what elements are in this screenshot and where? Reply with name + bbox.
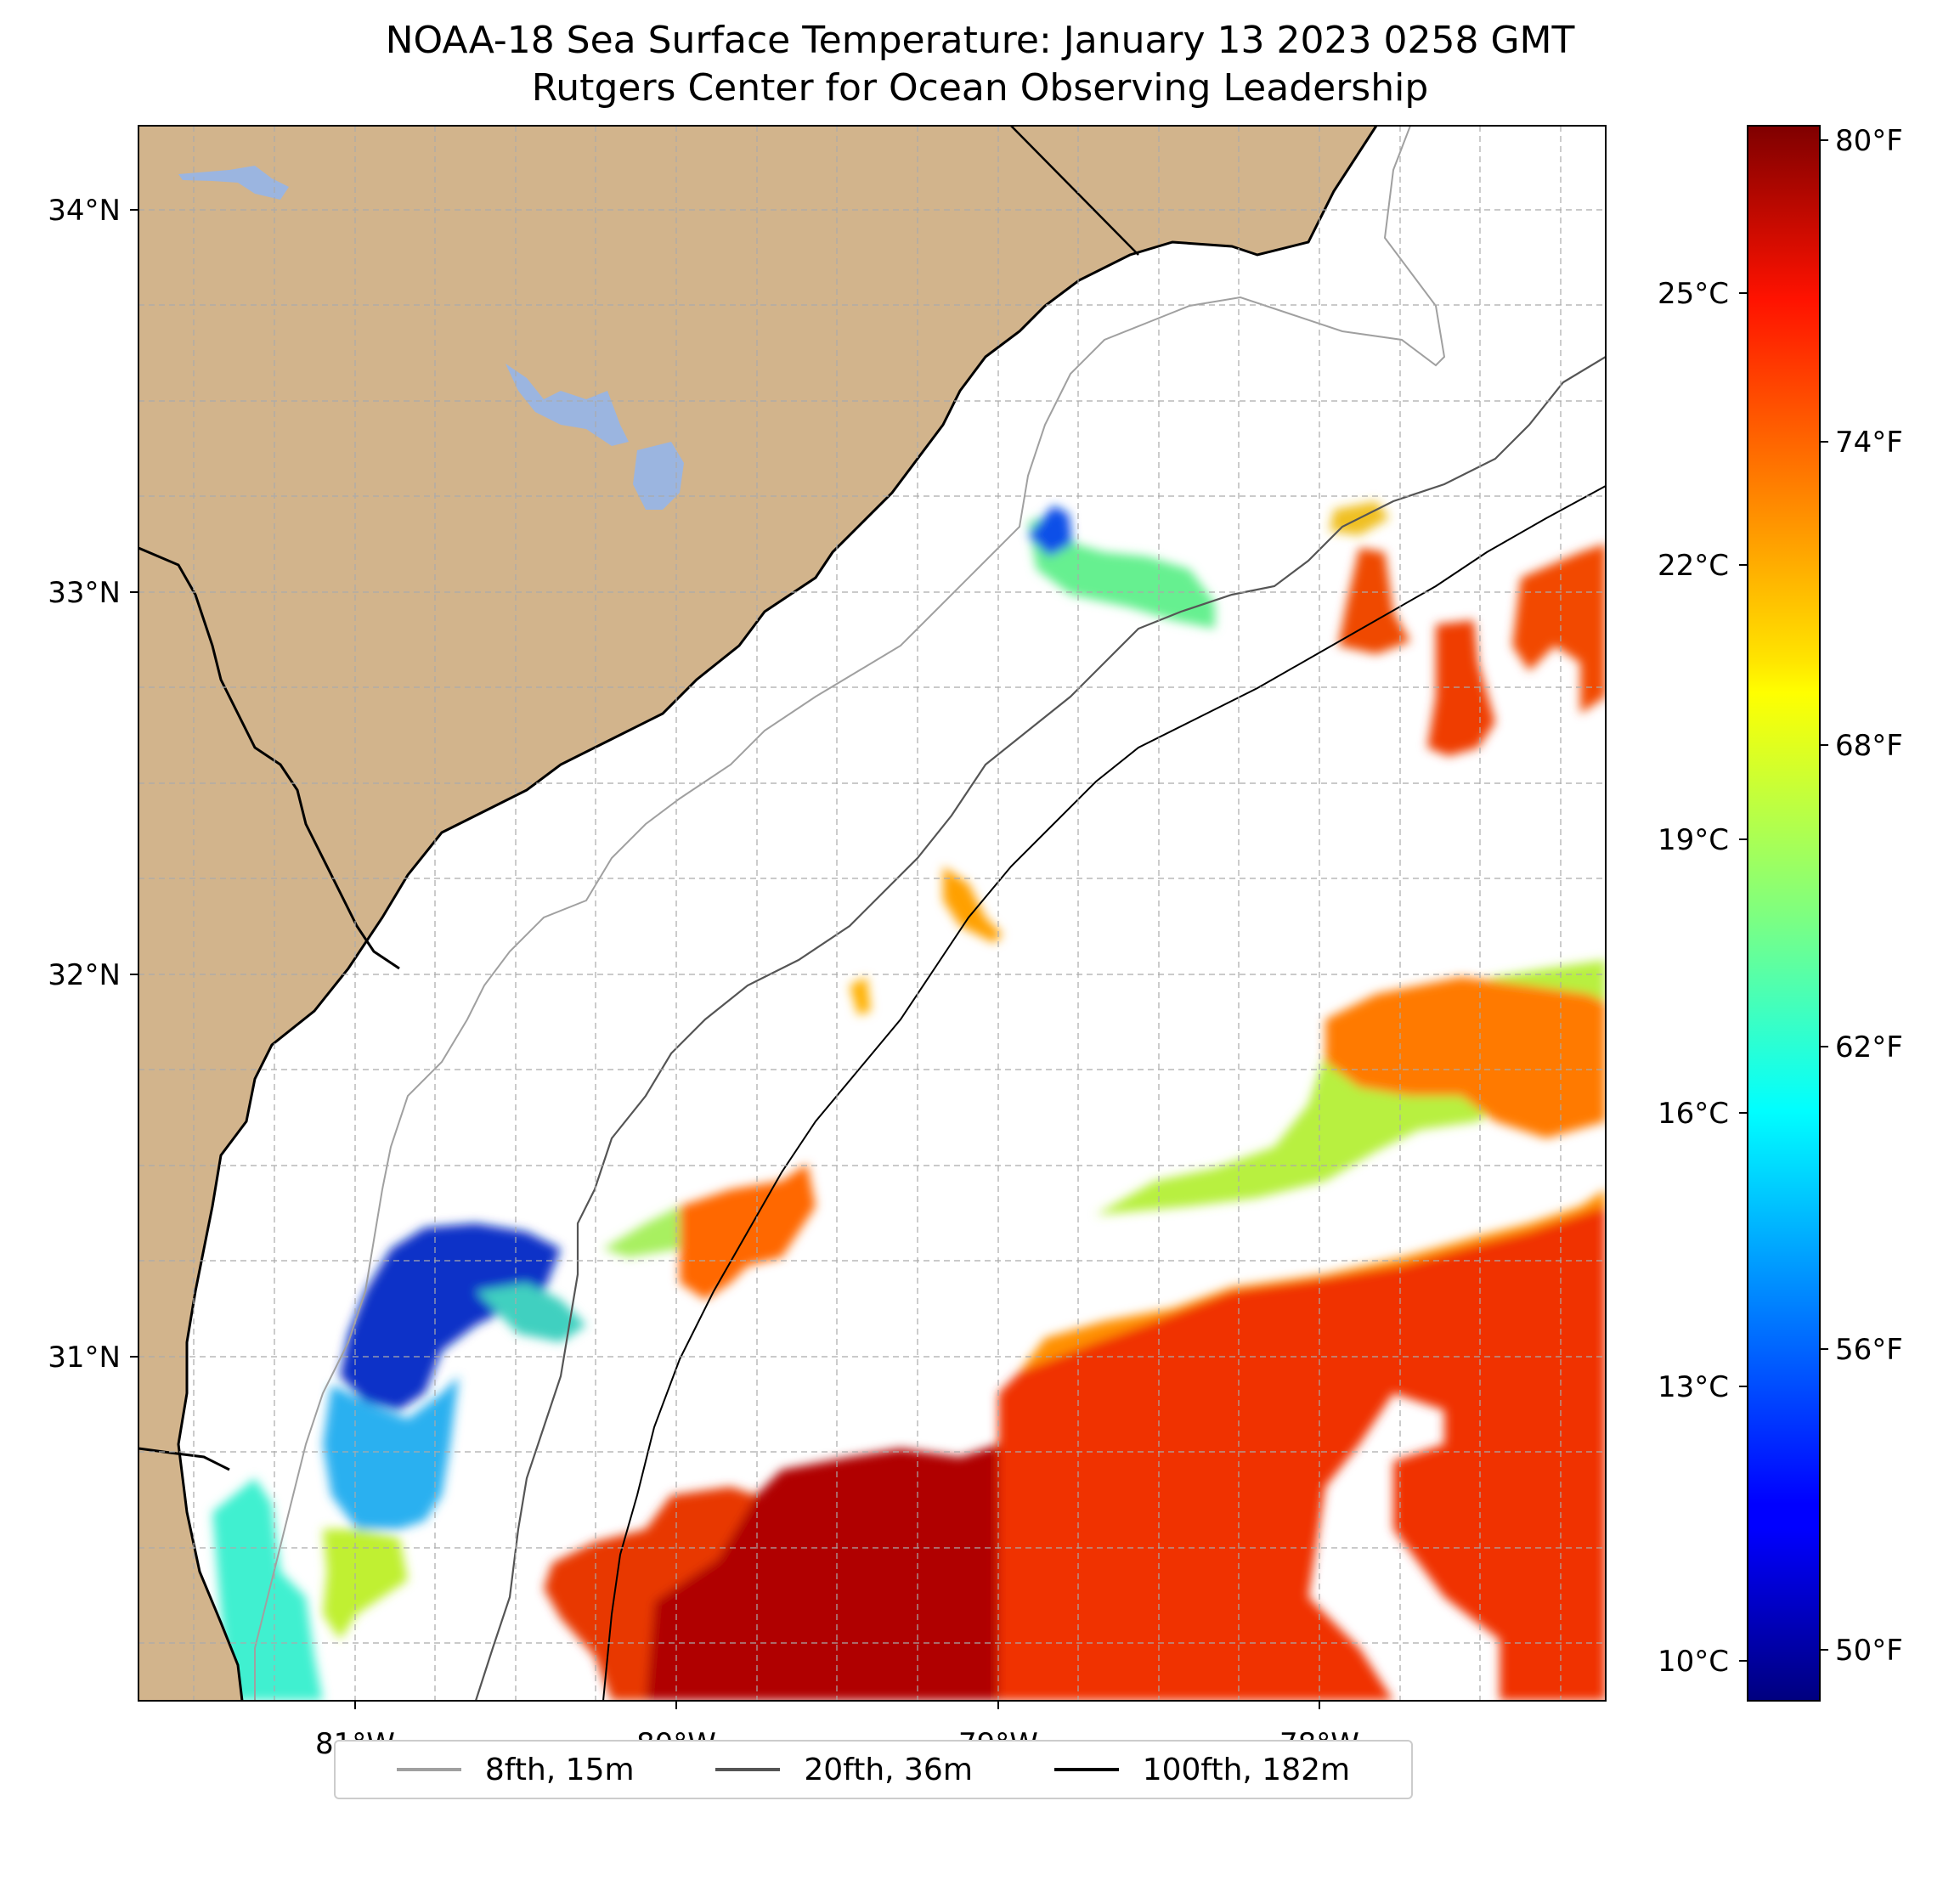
legend-line-100fth <box>1053 1768 1119 1771</box>
sst-patch-charleston <box>1028 510 1215 629</box>
legend-label-100fth: 100fth, 182m <box>1142 1752 1351 1787</box>
colorbar-f-tick-80: 80°F <box>1835 124 1903 158</box>
sst-patch-warm-west <box>544 1487 756 1701</box>
colorbar-c-tick-25: 25°C <box>1658 277 1729 311</box>
sst-field <box>212 501 1606 1701</box>
y-tick-34n: 34°N <box>48 194 121 228</box>
isobath-20fth <box>474 356 1606 1701</box>
isobath-8fth <box>254 126 1446 1701</box>
legend-label-20fth: 20fth, 36m <box>804 1752 973 1787</box>
colorbar-f-tick-56: 56°F <box>1835 1333 1903 1367</box>
land <box>138 126 1376 1701</box>
axis-ticks <box>130 139 1828 1709</box>
map-frame <box>138 125 1607 1702</box>
lake-north <box>178 166 289 200</box>
sst-patch-charleston-cold <box>1028 505 1072 556</box>
sst-patch-georgia-cold <box>340 1223 561 1410</box>
colorbar-c-tick-16: 16°C <box>1658 1097 1729 1131</box>
colorbar-f-tick-74: 74°F <box>1835 426 1903 460</box>
legend-line-20fth <box>715 1768 781 1771</box>
colorbar-c-tick-22: 22°C <box>1658 549 1729 583</box>
colorbar-f-ticks <box>1820 139 1828 1651</box>
y-tick-33n: 33°N <box>48 576 121 610</box>
colorbar-c-tick-10: 10°C <box>1658 1645 1729 1679</box>
y-tick-31n: 31°N <box>48 1341 121 1375</box>
legend-line-8fth <box>396 1768 461 1771</box>
sst-patch-nearshore <box>212 1478 323 1701</box>
lake-moultrie <box>633 442 684 510</box>
y-tick-32n: 32°N <box>48 958 121 992</box>
colorbar <box>1747 125 1821 1702</box>
sst-patch-offshore-orange <box>1325 977 1606 1138</box>
sst-patch-georgia-yellow <box>323 1529 408 1640</box>
sst-patch-georgia-teal <box>476 1283 586 1342</box>
colorbar-f-tick-62: 62°F <box>1835 1030 1903 1064</box>
sst-patch-east-small <box>1338 548 1410 654</box>
sst-patch-east-mid <box>1427 620 1495 756</box>
chart-subtitle: Rutgers Center for Ocean Observing Leade… <box>531 66 1429 110</box>
legend-label-8fth: 8fth, 15m <box>484 1752 635 1787</box>
colorbar-f-tick-68: 68°F <box>1835 729 1903 763</box>
legend-item-8fth: 8fth, 15m <box>396 1752 635 1787</box>
sst-patch-core <box>646 1444 998 1701</box>
isobath-legend: 8fth, 15m 20fth, 36m 100fth, 182m <box>334 1740 1413 1799</box>
colorbar-f-tick-50: 50°F <box>1835 1634 1903 1668</box>
sst-patch-31-9 <box>850 977 871 1015</box>
legend-item-100fth: 100fth, 182m <box>1053 1752 1351 1787</box>
sst-patch-warm-main <box>998 1198 1606 1701</box>
state-border-sc-ga <box>138 546 400 970</box>
legend-item-20fth: 20fth, 36m <box>715 1753 973 1787</box>
sst-patch-shelfedge-green <box>603 1206 680 1257</box>
state-border-nc-sc <box>1010 126 1139 256</box>
isobath-100fth <box>602 485 1606 1701</box>
chart-title: NOAA-18 Sea Surface Temperature: January… <box>385 19 1575 62</box>
colorbar-c-tick-19: 19°C <box>1658 823 1729 857</box>
colorbar-c-ticks <box>1739 292 1748 1662</box>
sst-patch-east-upper <box>1512 544 1606 714</box>
colorbar-c-tick-13: 13°C <box>1658 1370 1729 1404</box>
sst-patch-32-2 <box>943 867 1003 943</box>
sst-patch-georgia-mid <box>323 1376 459 1529</box>
coastline <box>177 126 1378 1701</box>
state-border-ga-fl <box>138 1447 230 1471</box>
gridlines <box>138 126 1606 1701</box>
lake-marion <box>506 364 629 446</box>
